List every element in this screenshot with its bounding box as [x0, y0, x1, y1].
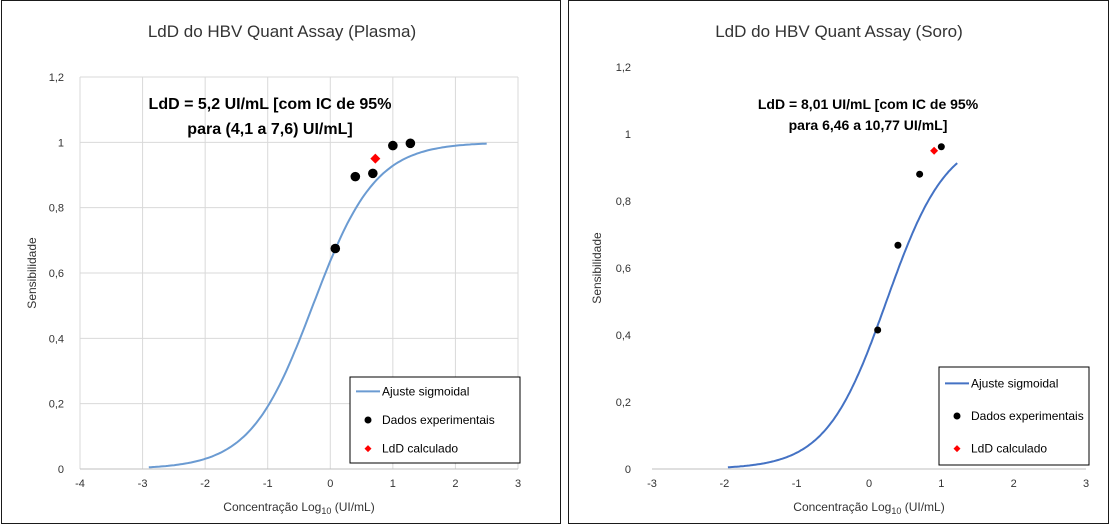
x-tick-label: -2 [719, 478, 729, 490]
x-axis-label-subscript: 10 [321, 506, 331, 516]
legend-label: Dados experimentais [971, 409, 1084, 423]
x-tick-label: 3 [515, 478, 521, 490]
y-axis-label: Sensibilidade [590, 232, 604, 304]
legend-swatch-point [953, 412, 961, 420]
y-tick-label: 0,2 [49, 399, 64, 411]
x-axis-label: Concentração Log10 (UI/mL) [793, 500, 944, 516]
ldd-annotation-line: para (4,1 a 7,6) UI/mL] [187, 121, 352, 138]
x-axis-label-prefix: Concentração Log [223, 500, 321, 514]
y-tick-label: 0,4 [616, 330, 631, 342]
x-axis-label-prefix: Concentração Log [793, 500, 891, 514]
x-tick-label: 0 [327, 478, 333, 490]
x-tick-label: 0 [866, 478, 872, 490]
legend: Ajuste sigmoidal Dados experimentais LdD c… [349, 376, 521, 464]
legend-label: Ajuste sigmoidal [382, 384, 469, 398]
legend: Ajuste sigmoidal Dados experimentais LdD c… [938, 366, 1090, 466]
x-axis-label: Concentração Log10 (UI/mL) [223, 500, 374, 516]
chart-panel-plasma: LdD do HBV Quant Assay (Plasma) 0 0,2 0,4 0,… [1, 0, 561, 524]
legend-label: Ajuste sigmoidal [971, 376, 1058, 390]
x-tick-label: -3 [647, 478, 657, 490]
x-tick-label: 2 [452, 478, 458, 490]
data-point [916, 170, 924, 178]
y-tick-label: 1 [58, 137, 64, 149]
x-tick-label: -1 [792, 478, 802, 490]
legend-swatch-diamond [364, 445, 372, 453]
x-tick-label: 1 [390, 478, 396, 490]
y-tick-label: 0,6 [616, 263, 631, 275]
x-tick-label: 2 [1011, 478, 1017, 490]
x-tick-label: 1 [938, 478, 944, 490]
data-point [405, 138, 416, 149]
x-tick-label: -1 [263, 478, 273, 490]
y-tick-label: 0 [625, 464, 631, 476]
legend-swatch-point [364, 416, 372, 424]
x-axis-label-suffix: (UI/mL) [901, 500, 944, 514]
sigmoid-fit-line [727, 162, 958, 469]
chart-panel-soro: LdD do HBV Quant Assay (Soro) 0 0,2 0,4 0,6 0… [568, 0, 1109, 524]
data-point [330, 243, 341, 254]
x-tick-label: -2 [200, 478, 210, 490]
x-tick-label: 3 [1083, 478, 1089, 490]
y-tick-label: 0,2 [616, 397, 631, 409]
ldd-annotation-line: LdD = 8,01 UI/mL [com IC de 95% [758, 96, 979, 112]
ldd-point [370, 153, 381, 164]
legend-label: Dados experimentais [382, 413, 495, 427]
y-axis-label: Sensibilidade [25, 237, 39, 309]
data-point [368, 168, 378, 179]
y-tick-label: 0,6 [49, 268, 64, 280]
sigmoid-fit-line [148, 142, 487, 469]
y-tick-label: 0,8 [616, 196, 631, 208]
y-tick-label: 0,4 [49, 333, 64, 345]
x-tick-label: -3 [138, 478, 148, 490]
y-tick-label: 0,8 [49, 203, 64, 215]
ldd-annotation-line: LdD = 5,2 UI/mL [com IC de 95% [149, 96, 392, 113]
y-tick-label: 0 [58, 464, 64, 476]
chart-plasma: LdD do HBV Quant Assay (Plasma) 0 0,2 0,4 0,… [25, 22, 521, 516]
y-tick-label: 1,2 [49, 72, 64, 84]
chart-title: LdD do HBV Quant Assay (Soro) [715, 22, 963, 41]
ldd-annotation-line: para 6,46 a 10,77 UI/mL] [789, 117, 948, 133]
data-point [894, 241, 902, 249]
y-tick-label: 1,2 [616, 62, 631, 74]
data-point [937, 143, 945, 151]
x-tick-label: -4 [75, 478, 85, 490]
chart-soro: LdD do HBV Quant Assay (Soro) 0 0,2 0,4 0,6 0… [590, 22, 1090, 516]
data-point [874, 326, 882, 334]
data-point [350, 171, 361, 182]
chart-title: LdD do HBV Quant Assay (Plasma) [148, 22, 416, 41]
ldd-point [930, 146, 939, 155]
data-point [388, 140, 398, 151]
y-tick-label: 1 [625, 129, 631, 141]
legend-label: LdD calculado [382, 442, 458, 456]
annotation-background [657, 93, 1059, 135]
x-axis-label-subscript: 10 [891, 506, 901, 516]
x-axis-label-suffix: (UI/mL) [331, 500, 374, 514]
legend-label: LdD calculado [971, 442, 1047, 456]
legend-swatch-diamond [953, 445, 961, 453]
